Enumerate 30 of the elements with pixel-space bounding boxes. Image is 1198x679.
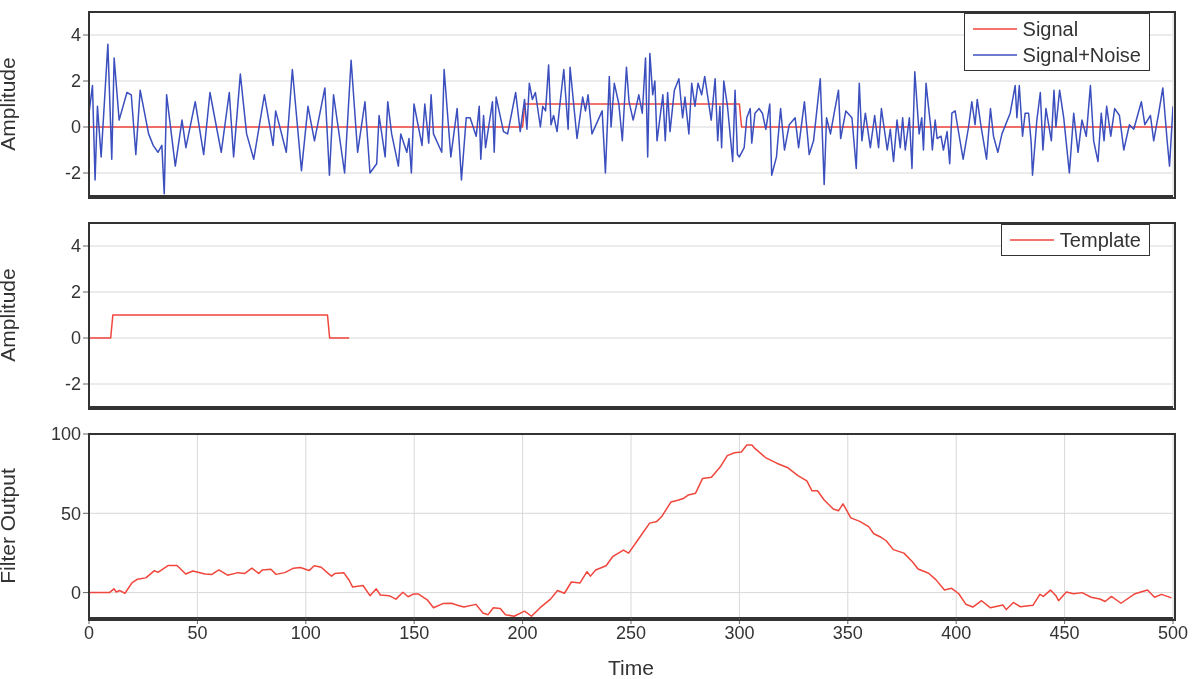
legend-label: Signal bbox=[1022, 17, 1079, 42]
y-tick-label: 2 bbox=[70, 71, 81, 92]
x-tick-label: 450 bbox=[1049, 622, 1080, 643]
y-tick-label: 2 bbox=[70, 282, 81, 303]
y-axis-title: Filter Output bbox=[0, 468, 20, 584]
x-tick-label: 350 bbox=[832, 622, 863, 643]
x-tick-label: 250 bbox=[615, 622, 647, 643]
x-tick-label: 400 bbox=[941, 622, 972, 643]
y-tick-label: 0 bbox=[70, 583, 81, 604]
legend-label: Template bbox=[1059, 228, 1141, 253]
y-tick-label: 4 bbox=[70, 236, 81, 257]
legend-label: Signal+Noise bbox=[1022, 43, 1141, 68]
y-axis-title: Amplitude bbox=[0, 57, 20, 151]
x-tick-label: 500 bbox=[1157, 622, 1189, 643]
y-tick-label: 0 bbox=[70, 117, 81, 138]
x-tick-label: 150 bbox=[399, 622, 430, 643]
x-tick-label: 0 bbox=[83, 622, 95, 643]
y-tick-label: -2 bbox=[64, 374, 81, 395]
x-tick-label: 200 bbox=[507, 622, 538, 643]
x-axis-title: Time bbox=[608, 656, 654, 679]
x-tick-label: 100 bbox=[290, 622, 321, 643]
x-tick-label: 50 bbox=[187, 622, 208, 643]
y-tick-label: 50 bbox=[60, 503, 81, 524]
y-tick-label: 0 bbox=[70, 328, 81, 349]
y-tick-label: 100 bbox=[50, 424, 81, 445]
y-axis-title: Amplitude bbox=[0, 268, 20, 362]
line-series bbox=[89, 43, 1173, 195]
y-tick-label: 4 bbox=[70, 25, 81, 46]
x-tick-label: 300 bbox=[724, 622, 755, 643]
y-tick-label: -2 bbox=[64, 163, 81, 184]
